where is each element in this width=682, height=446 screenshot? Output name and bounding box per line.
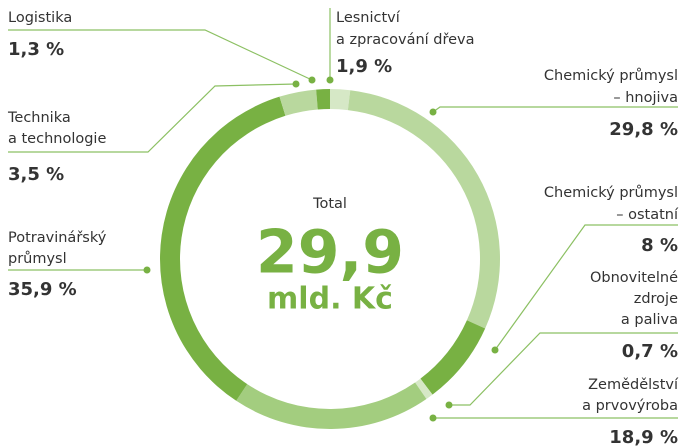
leader-line	[432, 106, 678, 113]
leader-dot	[143, 266, 151, 274]
segment	[420, 320, 486, 395]
segment-label: Chemický průmysl	[544, 185, 678, 201]
center-value: 29,9	[256, 218, 404, 288]
segment-label: – hnojiva	[613, 90, 678, 106]
leader-dot	[491, 346, 499, 354]
segment-label: a paliva	[621, 312, 678, 328]
value-label: 8 %	[641, 235, 678, 256]
leader-dot	[326, 76, 334, 84]
leader-dot	[445, 401, 453, 409]
leader-line	[8, 29, 313, 81]
segment-label: průmysl	[8, 251, 67, 267]
segment-label: Logistika	[8, 10, 72, 26]
value-label: 1,3 %	[8, 39, 64, 60]
center-unit: mld. Kč	[267, 282, 393, 317]
segment	[279, 89, 318, 116]
segment	[316, 89, 330, 110]
leader-dot	[429, 108, 437, 116]
value-label: 29,8 %	[609, 119, 678, 140]
center-title: Total	[312, 196, 347, 212]
leader-dot	[308, 76, 316, 84]
segment-label: – ostatní	[616, 207, 679, 223]
leader-line	[494, 224, 678, 351]
segment-label: a technologie	[8, 131, 106, 147]
segment-label: Zemědělství	[588, 377, 679, 393]
segment	[236, 382, 427, 430]
segment-label: Lesnictví	[336, 10, 401, 26]
value-label: 0,7 %	[622, 341, 678, 362]
value-label: 35,9 %	[8, 279, 77, 300]
value-label: 3,5 %	[8, 164, 64, 185]
leader-dot	[429, 414, 437, 422]
segment	[415, 378, 433, 400]
segment-label: Chemický průmysl	[544, 68, 678, 84]
segment-label: Obnovitelné	[590, 270, 678, 286]
value-label: 18,9 %	[609, 427, 678, 446]
segment	[347, 90, 501, 329]
segment-label: zdroje	[634, 291, 678, 307]
leader-line	[449, 332, 678, 406]
segment-label: a prvovýroba	[582, 398, 678, 414]
segment	[160, 96, 286, 401]
segment	[330, 89, 351, 111]
leader-dot	[292, 80, 300, 88]
segment-label: Technika	[7, 110, 71, 126]
segment-label: a zpracování dřeva	[336, 32, 475, 48]
value-label: 1,9 %	[336, 56, 392, 77]
leader-line	[8, 83, 297, 153]
segment-label: Potravinářský	[8, 230, 107, 246]
